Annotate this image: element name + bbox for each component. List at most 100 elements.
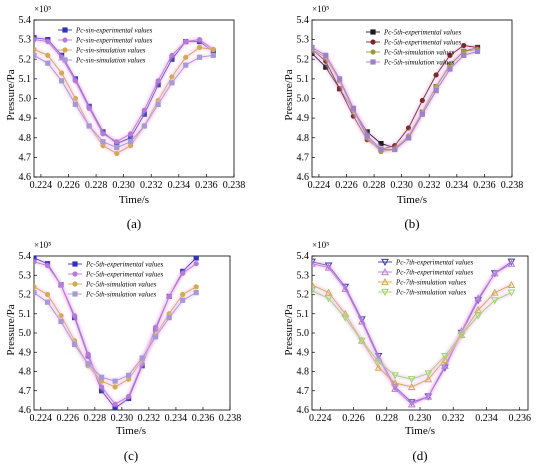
panel-b-series-4-point (312, 44, 315, 51)
panel-c-series-4-point (153, 334, 159, 340)
panel-b-series-area (312, 42, 481, 155)
panel-b-y-tick-label: 4.6 (297, 172, 310, 183)
panel-b-x-tick-label: 0.224 (308, 180, 331, 191)
panel-c-series-2-point (180, 270, 186, 276)
panel-a-y-tick-label: 4.8 (19, 133, 32, 144)
panel-a-series-3-point (58, 70, 65, 76)
panel-c-x-tick-label: 0.232 (138, 413, 161, 424)
panel-b-series-4-point (364, 133, 370, 139)
panel-a-x-tick-label: 0.230 (112, 180, 135, 191)
panel-d-y-axis-label: Pressure/Pa (283, 304, 295, 355)
panel-c-series-4-point (85, 361, 91, 367)
panel-d-y-tick-label: 5.3 (297, 270, 310, 281)
panel-a-series-4-point (155, 101, 161, 107)
panel-c-series-area (34, 256, 199, 410)
panel-d-y-tick-label: 5.1 (297, 309, 310, 320)
panel-a-series-3-point (183, 54, 189, 60)
panel-b-series-4-point (474, 48, 481, 54)
panel-c-series-1-point (112, 405, 118, 410)
panel-b-series-4-point (392, 146, 398, 153)
panel-c-x-tick-label: 0.230 (111, 413, 134, 424)
panel-a-series-3-point (34, 46, 37, 53)
panel-c-series-2-point (71, 313, 78, 319)
panel-d-x-tick-label: 0.236 (508, 413, 531, 424)
panel-c-series-3-point (34, 284, 37, 290)
panel-c-series-3-halo (34, 285, 198, 390)
panel-a-series-2-point (34, 37, 37, 43)
panel-a: 4.6 4.7 4.8 4.9 5.0 5.1 5.2 5.3 5.4 0.224 0.226 0.2… (5, 4, 245, 231)
panel-b-y-multiplier: ×10⁵ (312, 4, 329, 14)
panel-b-y-tick-label: 5.1 (297, 74, 310, 85)
panel-b-legend-entry: Pc-5th-experimental values (383, 39, 461, 47)
panel-d-y-tick-label: 4.6 (297, 405, 310, 416)
panel-d-series-2-point (490, 269, 499, 277)
panel-c-series-4-point (193, 289, 199, 296)
panel-a-series-4-line (34, 54, 214, 149)
panel-c-series-4-halo (34, 290, 198, 384)
panel-a-series-4-point (34, 52, 37, 58)
panel-c-y-tick-label: 4.9 (19, 347, 32, 358)
panel-c-series-2-point (98, 384, 105, 390)
panel-b-x-axis-label: Time/s (397, 194, 427, 206)
panel-b-y-axis-label: Pressure/Pa (283, 69, 295, 120)
panel-d-series-4-point (457, 331, 466, 339)
panel-a-series-4-point (183, 62, 189, 68)
panel-b-x-tick-label: 0.238 (501, 180, 524, 191)
panel-d-series-4-point (441, 353, 449, 361)
panel-a-y-tick-label: 5.2 (19, 54, 32, 65)
panel-c-y-tick-label: 4.7 (19, 386, 32, 397)
panel-a-series-2-point (169, 52, 175, 58)
panel-a-series-2-point (141, 107, 147, 113)
panel-a-legend-entry: Pc-sin-simulation values (75, 57, 146, 65)
panel-a-x-tick-label: 0.228 (85, 180, 108, 191)
panel-a-y-tick-label: 4.9 (19, 113, 32, 124)
panel-d-series-4-point (407, 376, 416, 384)
panel-a-x-tick-label: 0.234 (168, 180, 191, 191)
panel-b-x-tick-label: 0.228 (363, 180, 386, 191)
panel-c-legend: Pc-5th-experimental values Pc-5th-experim… (68, 261, 163, 299)
panel-a-series-2-point (45, 38, 51, 45)
panel-a-x-tick-label: 0.236 (195, 180, 218, 191)
panel-c-y-tick-label: 5.2 (19, 290, 32, 301)
panel-d-series-4-line (312, 290, 512, 380)
panel-d-series-4-point (358, 337, 366, 345)
panel-d-series-2-point (358, 317, 366, 325)
panel-c-y-tick-label: 5.0 (19, 328, 32, 339)
panel-d-x-tick-label: 0.234 (475, 413, 498, 424)
panel-c-series-2-point (126, 393, 132, 400)
panel-a-series-4-point (196, 54, 203, 60)
panel-c-x-tick-label: 0.236 (192, 413, 215, 424)
panel-c-legend-entry: Pc-5th-experimental values (85, 271, 163, 279)
panel-c-series-2-point (112, 401, 118, 407)
panel-a-y-multiplier: ×10⁵ (34, 4, 51, 14)
panel-a-legend: Pc-sin-experimental values Pc-sin-experim… (58, 27, 153, 65)
panel-d-series-2-point (507, 259, 516, 267)
panel-c-series-1-point (193, 256, 199, 261)
panel-a-series-1-point (141, 111, 147, 117)
panel-a-series-2-point (127, 131, 134, 137)
panel-c-series-2-point (44, 263, 51, 269)
panel-d-series-2-point (391, 384, 399, 392)
panel-d-legend-marker (381, 258, 389, 267)
panel-c-series-2-point (166, 293, 172, 300)
panel-a-series-4-point (169, 80, 175, 86)
panel-d-x-tick-label: 0.232 (442, 413, 465, 424)
panel-b-series-4-point (378, 146, 384, 153)
panel-a-legend-entry: Pc-sin-experimental values (75, 37, 153, 45)
panel-a-legend-marker (62, 57, 68, 63)
panel-b-legend-entry: Pc-5th-simulation values (383, 49, 454, 57)
panel-b-legend: Pc-5th-experimental values Pc-5th-experim… (366, 29, 461, 67)
panel-c-series-4-point (71, 341, 78, 348)
panel-c-series-2-point (34, 259, 37, 265)
panel-d-series-3-point (324, 288, 333, 296)
panel-d-series-2-point (424, 392, 433, 400)
panel-d-series-2-point (441, 361, 449, 369)
panel-a-series-2-point (114, 139, 120, 145)
panel-c-series-4-point (44, 299, 51, 305)
panel-d-series-2-point (341, 284, 350, 292)
panel-b: 4.6 4.7 4.8 4.9 5.0 5.1 5.2 5.3 5.4 0.224 0.226 0.2… (283, 4, 523, 231)
panel-c-x-tick-label: 0.234 (165, 413, 188, 424)
panel-c-y-tick-label: 4.8 (19, 367, 32, 378)
panel-c-series-3-line (34, 286, 197, 388)
